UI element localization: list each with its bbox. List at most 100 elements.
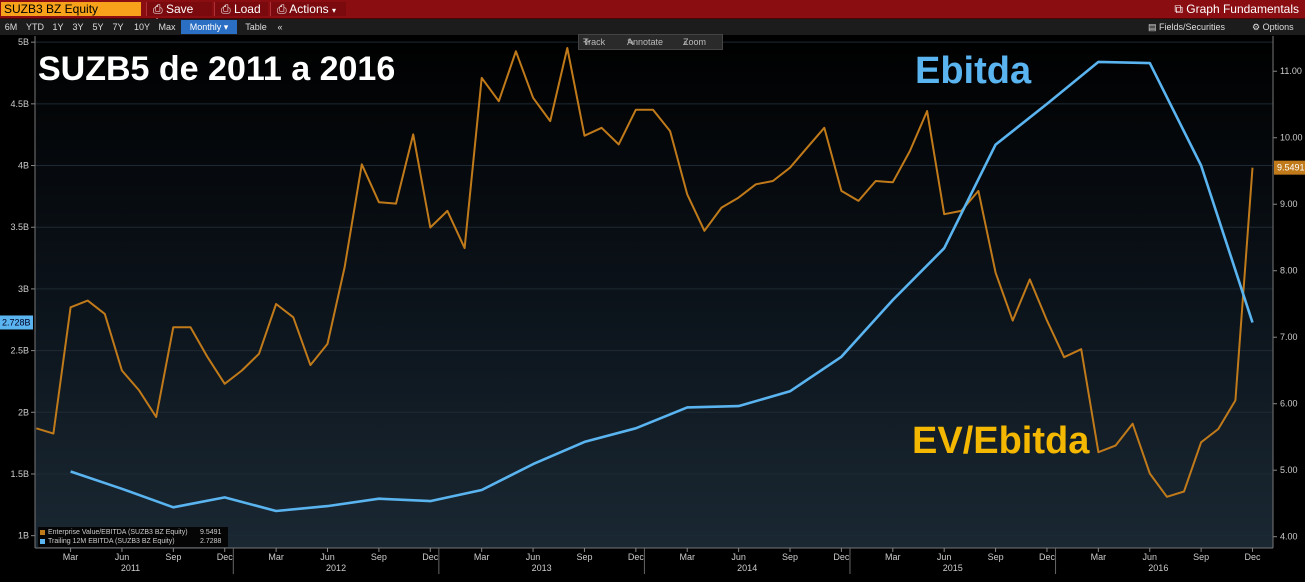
ebitda-line (70, 60, 1254, 513)
y-left-tick-label: 1.5B (10, 469, 29, 479)
options-label: Options (1262, 22, 1294, 32)
fields-securities-button[interactable]: ▤ Fields/Securities (1148, 20, 1225, 34)
fields-icon: ▤ (1148, 22, 1160, 32)
y-right-tick-label: 5.00 (1280, 465, 1298, 475)
annotate-label: Annotate (627, 37, 664, 47)
x-year-label: 2012 (326, 563, 346, 573)
graph-title[interactable]: ⧉ Graph Fundamentals (1174, 2, 1299, 16)
load-label: Load (233, 2, 261, 16)
y-left-tick-label: 4B (18, 161, 29, 171)
y-right-tick-label: 11.00 (1280, 66, 1302, 76)
y-left-tick-label: 3.5B (10, 222, 29, 232)
y-right-tick-label: 9.00 (1280, 199, 1298, 209)
legend-label: Trailing 12M EBITDA (SUZB3 BZ Equity) (48, 538, 175, 545)
x-year-label: 2015 (943, 563, 963, 573)
pencil-icon: ✎ (627, 37, 635, 47)
load-button[interactable]: ⎙ Load (214, 2, 268, 16)
graph-title-label: Graph Fundamentals (1186, 2, 1299, 16)
x-tick-label: Sep (782, 552, 798, 562)
y-left-tick-label: 2B (18, 407, 29, 417)
options-button[interactable]: ⚙ Options (1252, 20, 1294, 34)
y-left-tick-label: 4.5B (10, 99, 29, 109)
chart-area[interactable]: 1B 1.5B 2B 2.5B 3B 3.5B 4B 4.5B 5B 4.00 5.00 6.00 7.… (0, 36, 1305, 582)
legend-value: 2.7288 (200, 538, 222, 545)
chevron-down-icon: ▾ (223, 22, 229, 32)
range-6m[interactable]: 6M (4, 22, 18, 32)
y-right-tick-label: 7.00 (1280, 332, 1298, 342)
y-right-tick-label: 4.00 (1280, 532, 1298, 542)
y-right-tick-label: 10.00 (1280, 133, 1303, 143)
axes: 1B 1.5B 2B 2.5B 3B 3.5B 4B 4.5B 5B 4.00 5.00 6.00 7.… (10, 36, 1303, 574)
x-tick-label: Mar (885, 552, 901, 562)
ticker-field[interactable]: SUZB3 BZ Equity (1, 2, 141, 16)
x-tick-label: Mar (268, 552, 284, 562)
x-year-label: 2014 (737, 563, 757, 573)
x-year-label: 2011 (121, 563, 140, 573)
toolbar: 6M YTD 1Y 3Y 5Y 7Y 10Y Max Monthly ▾ Tab… (0, 19, 1305, 35)
collapse-button[interactable]: « (277, 22, 283, 32)
frequency-select[interactable]: Monthly ▾ (181, 20, 237, 34)
legend-value: 9.5491 (200, 529, 222, 536)
y-left-tick-label: 1B (18, 531, 29, 541)
overlay-title: SUZB5 de 2011 a 2016 (38, 50, 396, 88)
x-tick-label: Sep (165, 552, 181, 562)
x-tick-label: Dec (1245, 552, 1262, 562)
overlay-ebitda-label: Ebitda (915, 50, 1032, 92)
x-tick-label: Mar (679, 552, 695, 562)
save-as-button[interactable]: ⎙ Save As (146, 2, 212, 30)
x-tick-label: Dec (422, 552, 439, 562)
last-value-tag-right (1274, 160, 1305, 175)
x-tick-label: Mar (474, 552, 490, 562)
range-7y[interactable]: 7Y (112, 22, 124, 32)
legend: Enterprise Value/EBITDA (SUZB3 BZ Equity… (38, 527, 228, 547)
range-max[interactable]: Max (158, 22, 176, 32)
x-tick-label: Jun (1142, 552, 1157, 562)
table-button[interactable]: Table (245, 22, 267, 32)
x-year-label: 2013 (532, 563, 552, 573)
chevron-down-icon: ▾ (331, 6, 336, 15)
x-tick-label: Jun (937, 552, 952, 562)
x-tick-label: Sep (988, 552, 1004, 562)
actions-icon: ⎙ (277, 2, 290, 16)
y-right-tick-label: 6.00 (1280, 399, 1298, 409)
last-value-right: 9.5491 (1277, 163, 1305, 173)
y-left-tick-label: 5B (18, 37, 29, 47)
ev-ebitda-line (36, 47, 1254, 498)
y-right-tick-label: 8.00 (1280, 266, 1298, 276)
actions-label: Actions (289, 2, 329, 16)
legend-swatch-ebitda (40, 539, 45, 544)
last-value-left: 2.728B (2, 317, 31, 327)
x-tick-label: Mar (63, 552, 79, 562)
load-icon: ⎙ (221, 2, 234, 16)
y-left-tick-label: 2.5B (10, 346, 29, 356)
legend-swatch-ev-ebitda (40, 530, 45, 535)
x-tick-label: Sep (1193, 552, 1209, 562)
x-tick-label: Sep (576, 552, 592, 562)
crosshair-icon: ✛ (583, 37, 591, 47)
magnifier-icon: ⌕ (683, 37, 689, 47)
save-icon: ⎙ (153, 2, 166, 16)
range-1y[interactable]: 1Y (52, 22, 64, 32)
x-tick-label: Dec (217, 552, 234, 562)
value-labels: 9.5491 2.728B (0, 160, 1305, 330)
x-tick-label: Dec (628, 552, 645, 562)
range-3y[interactable]: 3Y (72, 22, 84, 32)
x-tick-label: Jun (526, 552, 541, 562)
legend-label: Enterprise Value/EBITDA (SUZB3 BZ Equity… (48, 529, 188, 536)
range-5y[interactable]: 5Y (92, 22, 104, 32)
range-10y[interactable]: 10Y (133, 22, 150, 32)
fields-label: Fields/Securities (1159, 22, 1226, 32)
plot-background (35, 36, 1273, 548)
x-tick-label: Sep (371, 552, 387, 562)
overlay-ev-ebitda-label: EV/Ebitda (912, 420, 1090, 462)
x-tick-label: Jun (115, 552, 130, 562)
x-tick-label: Jun (320, 552, 335, 562)
y-left-tick-label: 3B (18, 284, 29, 294)
actions-button[interactable]: ⎙ Actions ▾ (270, 2, 346, 16)
x-tick-label: Dec (1039, 552, 1056, 562)
external-link-icon: ⧉ (1174, 2, 1187, 16)
last-value-tag-left (0, 315, 33, 330)
range-ytd[interactable]: YTD (26, 22, 44, 32)
title-bar: SUZB3 BZ Equity ⎙ Save As ⎙ Load ⎙ Actio… (0, 0, 1305, 30)
chart-toolbox: ✛ Track ✎ Annotate ⌕ Zoom (578, 34, 723, 50)
